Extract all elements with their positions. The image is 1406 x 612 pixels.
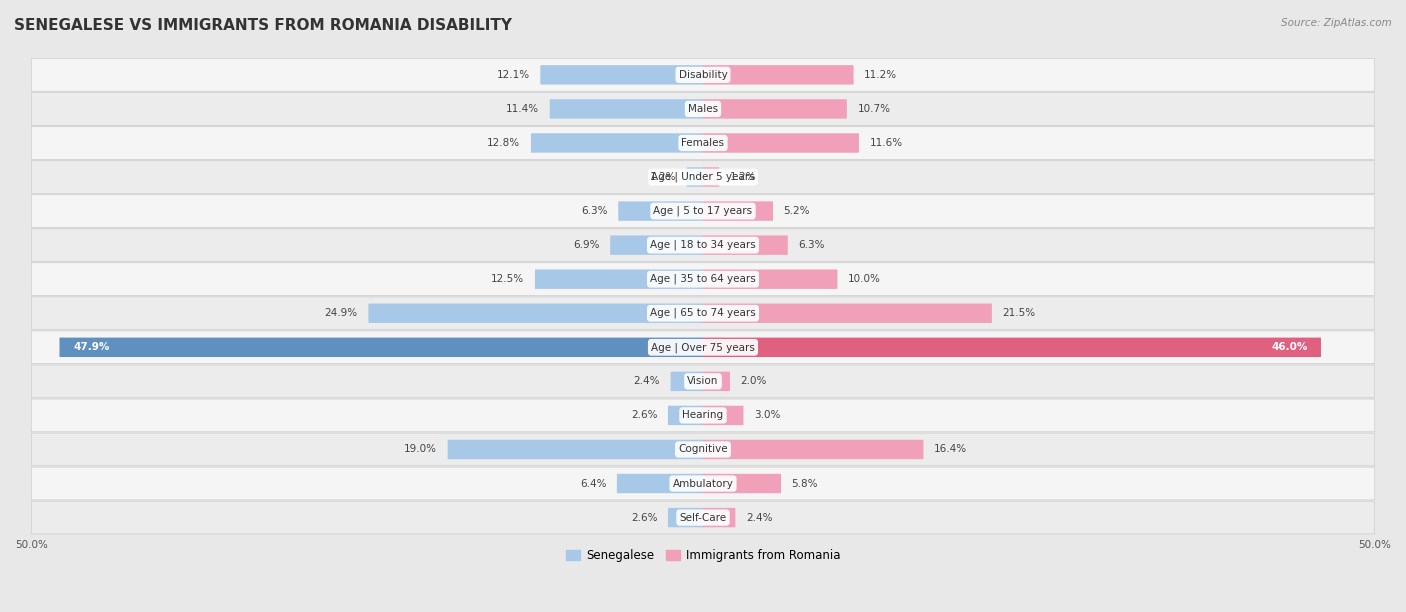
FancyBboxPatch shape bbox=[703, 338, 1322, 357]
FancyBboxPatch shape bbox=[31, 399, 1375, 431]
Text: 2.0%: 2.0% bbox=[741, 376, 768, 386]
Text: 12.8%: 12.8% bbox=[488, 138, 520, 148]
FancyBboxPatch shape bbox=[31, 59, 1375, 91]
Text: Source: ZipAtlas.com: Source: ZipAtlas.com bbox=[1281, 18, 1392, 28]
FancyBboxPatch shape bbox=[619, 201, 703, 221]
FancyBboxPatch shape bbox=[703, 304, 991, 323]
FancyBboxPatch shape bbox=[540, 65, 703, 84]
FancyBboxPatch shape bbox=[59, 338, 703, 357]
FancyBboxPatch shape bbox=[703, 201, 773, 221]
FancyBboxPatch shape bbox=[368, 304, 703, 323]
Text: 3.0%: 3.0% bbox=[754, 411, 780, 420]
FancyBboxPatch shape bbox=[668, 406, 703, 425]
Text: 16.4%: 16.4% bbox=[934, 444, 967, 455]
Text: Age | 18 to 34 years: Age | 18 to 34 years bbox=[650, 240, 756, 250]
Text: 2.6%: 2.6% bbox=[631, 513, 658, 523]
FancyBboxPatch shape bbox=[703, 99, 846, 119]
FancyBboxPatch shape bbox=[31, 263, 1375, 296]
FancyBboxPatch shape bbox=[671, 371, 703, 391]
Text: 21.5%: 21.5% bbox=[1002, 308, 1036, 318]
Text: Age | 65 to 74 years: Age | 65 to 74 years bbox=[650, 308, 756, 318]
Text: Age | Over 75 years: Age | Over 75 years bbox=[651, 342, 755, 353]
FancyBboxPatch shape bbox=[31, 365, 1375, 398]
Text: Self-Care: Self-Care bbox=[679, 513, 727, 523]
FancyBboxPatch shape bbox=[610, 236, 703, 255]
Text: 19.0%: 19.0% bbox=[404, 444, 437, 455]
Text: Age | 5 to 17 years: Age | 5 to 17 years bbox=[654, 206, 752, 216]
FancyBboxPatch shape bbox=[31, 195, 1375, 228]
Text: 11.2%: 11.2% bbox=[865, 70, 897, 80]
Legend: Senegalese, Immigrants from Romania: Senegalese, Immigrants from Romania bbox=[561, 545, 845, 567]
FancyBboxPatch shape bbox=[31, 331, 1375, 364]
Text: 5.8%: 5.8% bbox=[792, 479, 818, 488]
Text: 6.4%: 6.4% bbox=[579, 479, 606, 488]
Text: Vision: Vision bbox=[688, 376, 718, 386]
Text: 5.2%: 5.2% bbox=[783, 206, 810, 216]
Text: Males: Males bbox=[688, 104, 718, 114]
FancyBboxPatch shape bbox=[703, 269, 838, 289]
Text: 24.9%: 24.9% bbox=[325, 308, 357, 318]
Text: 6.3%: 6.3% bbox=[581, 206, 607, 216]
FancyBboxPatch shape bbox=[31, 229, 1375, 261]
Text: 46.0%: 46.0% bbox=[1271, 342, 1308, 353]
FancyBboxPatch shape bbox=[686, 167, 703, 187]
FancyBboxPatch shape bbox=[31, 92, 1375, 125]
FancyBboxPatch shape bbox=[534, 269, 703, 289]
Text: Ambulatory: Ambulatory bbox=[672, 479, 734, 488]
Text: 6.9%: 6.9% bbox=[574, 240, 599, 250]
FancyBboxPatch shape bbox=[617, 474, 703, 493]
FancyBboxPatch shape bbox=[31, 501, 1375, 534]
Text: Disability: Disability bbox=[679, 70, 727, 80]
FancyBboxPatch shape bbox=[703, 440, 924, 459]
FancyBboxPatch shape bbox=[703, 167, 720, 187]
FancyBboxPatch shape bbox=[31, 127, 1375, 159]
Text: 10.7%: 10.7% bbox=[858, 104, 890, 114]
FancyBboxPatch shape bbox=[531, 133, 703, 152]
FancyBboxPatch shape bbox=[703, 508, 735, 528]
FancyBboxPatch shape bbox=[668, 508, 703, 528]
FancyBboxPatch shape bbox=[703, 371, 730, 391]
FancyBboxPatch shape bbox=[703, 133, 859, 152]
Text: 2.4%: 2.4% bbox=[634, 376, 659, 386]
Text: 12.1%: 12.1% bbox=[496, 70, 530, 80]
Text: 12.5%: 12.5% bbox=[491, 274, 524, 284]
Text: 2.4%: 2.4% bbox=[747, 513, 772, 523]
FancyBboxPatch shape bbox=[703, 406, 744, 425]
Text: 11.6%: 11.6% bbox=[869, 138, 903, 148]
FancyBboxPatch shape bbox=[447, 440, 703, 459]
FancyBboxPatch shape bbox=[31, 161, 1375, 193]
FancyBboxPatch shape bbox=[550, 99, 703, 119]
FancyBboxPatch shape bbox=[703, 65, 853, 84]
Text: 2.6%: 2.6% bbox=[631, 411, 658, 420]
Text: 1.2%: 1.2% bbox=[730, 172, 756, 182]
FancyBboxPatch shape bbox=[31, 297, 1375, 330]
Text: Age | 35 to 64 years: Age | 35 to 64 years bbox=[650, 274, 756, 285]
FancyBboxPatch shape bbox=[703, 236, 787, 255]
Text: 10.0%: 10.0% bbox=[848, 274, 882, 284]
Text: Hearing: Hearing bbox=[682, 411, 724, 420]
Text: Cognitive: Cognitive bbox=[678, 444, 728, 455]
FancyBboxPatch shape bbox=[31, 433, 1375, 466]
Text: Females: Females bbox=[682, 138, 724, 148]
Text: SENEGALESE VS IMMIGRANTS FROM ROMANIA DISABILITY: SENEGALESE VS IMMIGRANTS FROM ROMANIA DI… bbox=[14, 18, 512, 34]
Text: Age | Under 5 years: Age | Under 5 years bbox=[651, 172, 755, 182]
FancyBboxPatch shape bbox=[31, 467, 1375, 500]
Text: 11.4%: 11.4% bbox=[506, 104, 538, 114]
Text: 1.2%: 1.2% bbox=[650, 172, 676, 182]
Text: 47.9%: 47.9% bbox=[73, 342, 110, 353]
Text: 6.3%: 6.3% bbox=[799, 240, 825, 250]
FancyBboxPatch shape bbox=[703, 474, 782, 493]
